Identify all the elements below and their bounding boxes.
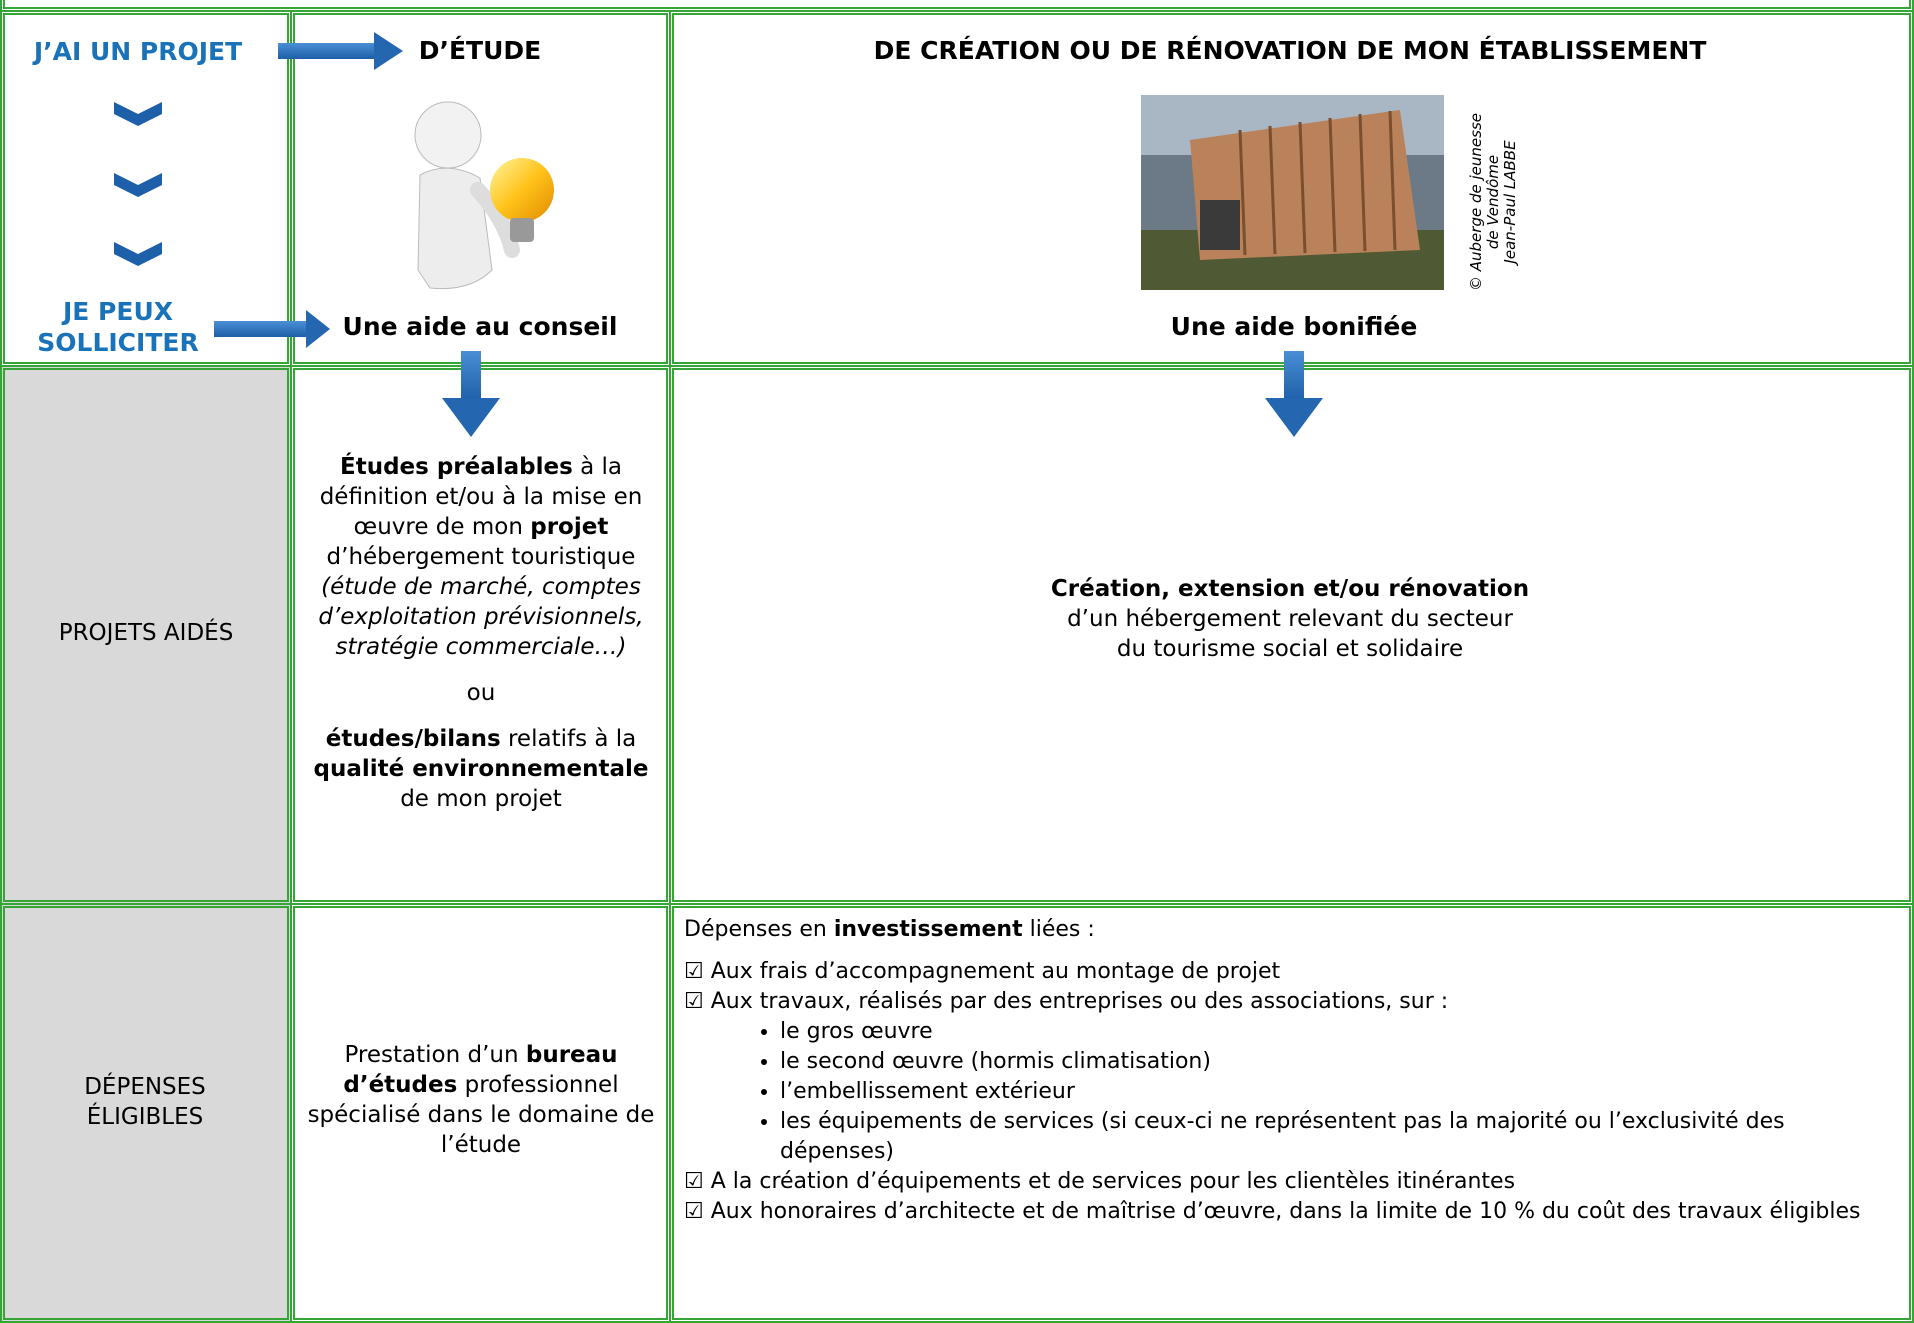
person-illustration — [414, 101, 554, 290]
text-line: du tourisme social et solidaire — [690, 634, 1890, 664]
chevrons — [114, 102, 162, 266]
study-expenses: Prestation d’un bureau d’études professi… — [306, 1040, 656, 1176]
build-aid: Une aide bonifiée — [1170, 312, 1418, 341]
study-title: D’ÉTUDE — [418, 36, 542, 65]
paragraph: études/bilans relatifs à la qualité envi… — [306, 724, 656, 814]
paragraph: Prestation d’un bureau d’études professi… — [306, 1040, 656, 1160]
text-run: investissement — [833, 917, 1023, 942]
text-line: ☑ Aux travaux, réalisés par des entrepri… — [684, 987, 1899, 1017]
text-run: d’hébergement touristique — [326, 544, 636, 570]
build-title: DE CRÉATION OU DE RÉNOVATION DE MON ÉTAB… — [873, 36, 1707, 65]
ask: J’AI UN PROJET — [33, 37, 243, 66]
arrow — [442, 351, 500, 437]
text-line: ☑ Aux honoraires d’architecte et de maît… — [684, 1197, 1899, 1227]
text-line: d’un hébergement relevant du secteur — [690, 604, 1890, 634]
arrow — [1265, 351, 1323, 437]
text-run: études/bilans — [325, 726, 501, 752]
cell — [0, 10, 292, 367]
text-run: liées : — [1022, 917, 1095, 942]
arrow — [214, 310, 330, 348]
text-run: ☑ A la création d’équipements et de serv… — [684, 1169, 1516, 1194]
build-projects: Création, extension et/ou rénovation d’un… — [690, 574, 1890, 664]
text-line: Création, extension et/ou rénovation — [690, 574, 1890, 604]
cell — [0, 903, 292, 1323]
text-run: Dépenses en — [684, 917, 834, 942]
row-label: DÉPENSES ÉLIGIBLES — [84, 1074, 206, 1130]
paragraph: Études préalables à la définition et/ou … — [306, 452, 656, 662]
study-projects: Études préalables à la définition et/ou … — [306, 452, 656, 830]
text-line: ☑ Aux frais d’accompagnement au montage … — [684, 957, 1899, 987]
paragraph: ou — [306, 678, 656, 708]
arrow — [278, 32, 403, 70]
text-run: du tourisme social et solidaire — [1116, 636, 1464, 662]
row-label: PROJETS AIDÉS — [58, 620, 234, 646]
text-run: projet — [530, 514, 609, 540]
text-run: Études préalables — [339, 454, 573, 480]
text-run: à la définition et/ou à la mise en œuvre… — [319, 454, 643, 540]
text-run: ou — [466, 680, 496, 706]
text-run: ☑ Aux honoraires d’architecte et de maît… — [684, 1199, 1861, 1224]
text-run: d’un hébergement relevant du secteur — [1067, 606, 1513, 632]
building-photo — [1141, 95, 1444, 290]
text-line: ☑ A la création d’équipements et de serv… — [684, 1167, 1899, 1197]
top-strip — [0, 0, 1914, 12]
text-run: professionnel spécialisé dans le domaine… — [307, 1072, 655, 1158]
text-run: qualité environnementale — [313, 756, 649, 782]
bullet-item: l’embellissement extérieur — [780, 1077, 1899, 1107]
study-aid: Une aide au conseil — [342, 312, 618, 341]
text-run: de mon projet — [400, 786, 562, 812]
text-run: ☑ Aux frais d’accompagnement au montage … — [684, 959, 1281, 984]
bullet-item: le second œuvre (hormis climatisation) — [780, 1047, 1899, 1077]
bullet-list: le gros œuvrele second œuvre (hormis cli… — [684, 1017, 1899, 1167]
paragraph: Dépenses en investissement liées : — [684, 915, 1899, 945]
text-run: relatifs à la — [500, 726, 637, 752]
bullet-item: les équipements de services (si ceux-ci … — [780, 1107, 1899, 1167]
bullet-item: le gros œuvre — [780, 1017, 1899, 1047]
can-request: JE PEUX SOLLICITER — [37, 297, 199, 357]
text-run: ☑ Aux travaux, réalisés par des entrepri… — [684, 989, 1449, 1014]
cell — [0, 365, 292, 905]
text-run: bureau d’études — [343, 1042, 618, 1098]
text-run: Prestation d’un — [344, 1042, 526, 1068]
graphics — [114, 32, 1444, 437]
build-expenses: Dépenses en investissement liées : ☑ Aux … — [684, 915, 1899, 1227]
text-run: Création, extension et/ou rénovation — [1050, 576, 1530, 602]
text-run: (étude de marché, comptes d’exploitation… — [318, 574, 644, 660]
